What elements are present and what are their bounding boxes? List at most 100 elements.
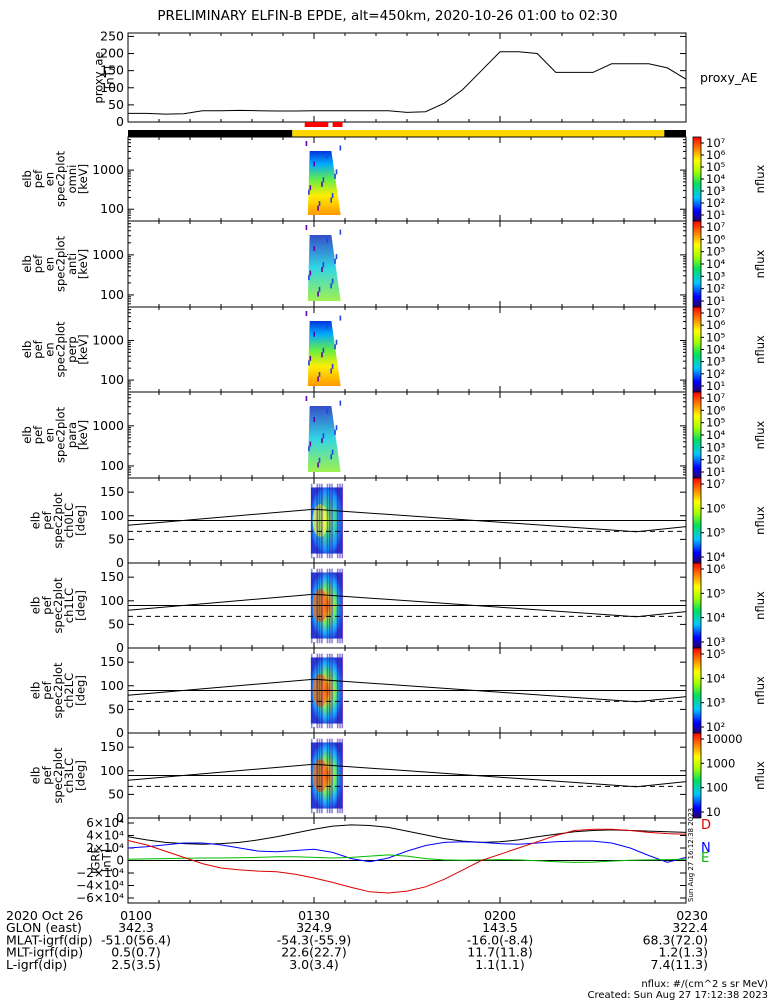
pitch-ch0LC-ytick-label: 0 (116, 555, 124, 570)
pitch-ch2LC-ytick-label: 0 (116, 725, 124, 740)
phase-marker (332, 122, 343, 127)
pitch-ch3LC-ylabel-line: ch3LC (62, 758, 76, 793)
igrf-ytick-label: 4×10⁴ (86, 829, 124, 843)
ephem-value: 0200 (484, 908, 516, 923)
pitch-ch0LC-cbar-label-text: nflux (753, 506, 767, 535)
energy-anti-speckle (309, 270, 312, 276)
ephem-value: -51.0(56.4) (101, 932, 171, 947)
proxy-ae-ytick-label: 50 (108, 97, 124, 112)
pitch-ch3LC-cbar-tick-label: 10 (706, 805, 721, 819)
pitch-ch1LC-cbar-tick-label: 10⁶ (706, 562, 726, 576)
energy-para-cbar-label: nflux (753, 420, 767, 449)
energy-perp-speckle (335, 339, 338, 345)
energy-omni-speckle (330, 197, 332, 203)
pitch-ch1LC-ylabel-line: [deg] (73, 590, 87, 621)
pitch-ch3LC-ylabel-line: elb (29, 767, 43, 785)
igrf-series-D (127, 824, 687, 845)
igrf-legend-E: E (701, 851, 709, 866)
pitch-ch1LC-cbar-label-text: nflux (753, 591, 767, 620)
energy-para-ylabel-line: para (65, 422, 79, 448)
energy-anti-speckle (318, 286, 321, 292)
energy-para-ylabel-line: pef (31, 425, 45, 444)
energy-omni-cbar-tick-label: 10² (706, 196, 725, 210)
energy-perp-ylabel-line: spec2plot (54, 321, 68, 378)
energy-anti-ytick-label: 100 (100, 287, 124, 302)
energy-perp-ylabel-line: elb (20, 341, 34, 359)
proxy-ae-line (128, 51, 687, 115)
title: PRELIMINARY ELFIN-B EPDE, alt=450km, 202… (157, 8, 618, 24)
energy-anti-cbar-tick-label: 10⁷ (706, 220, 726, 234)
ephem-value: 143.5 (482, 920, 518, 935)
pitch-ch3LC-ylabel-line: spec2plot (51, 747, 65, 804)
pitch-ch0LC-cbar-tick-label: 10⁷ (706, 477, 726, 491)
energy-anti-speckle (322, 262, 325, 268)
ephem-value: 342.3 (118, 920, 154, 935)
proxy-ae-ylabel-line: proxy_ae (91, 52, 105, 104)
pitch-ch1LC-cbar-tick-label: 10⁴ (706, 611, 726, 625)
energy-omni-speckle (322, 177, 325, 183)
pitch-ch2LC-ylabel-line: elb (29, 682, 43, 700)
footer-units: nflux: #/(cm^2 s sr MeV) (641, 979, 768, 990)
pitch-ch1LC-ytick-label: 100 (100, 593, 124, 608)
energy-para-cbar-tick-label: 10³ (706, 440, 726, 454)
energy-para-ylabel-line: elb (20, 426, 34, 444)
proxy-ae-ytick-label: 0 (116, 114, 124, 129)
energy-para-cbar-tick-label: 10⁶ (706, 403, 726, 417)
ephem-value: 322.4 (672, 920, 708, 935)
pitch-ch1LC-cbar-label: nflux (753, 591, 767, 620)
pitch-ch3LC-ytick-label: 100 (100, 763, 124, 778)
energy-perp-speckle (309, 355, 312, 361)
proxy-ae-right-label: proxy_AE (700, 70, 758, 85)
energy-perp-speckle (331, 363, 334, 369)
pitch-ch0LC-cbar-tick-label: 10⁶ (706, 501, 726, 515)
energy-anti-cbar-label-text: nflux (753, 249, 767, 278)
energy-para-speckle (308, 446, 310, 452)
energy-perp-cbar-tick-label: 10³ (706, 355, 726, 369)
ephem-value: 1.2(1.3) (658, 945, 708, 960)
ephem-value: -54.3(-55.9) (277, 932, 351, 947)
igrf-stamp-text: Sun Aug 27 16:12:38 2023 (687, 808, 695, 902)
pitch-ch0LC-colorbar (692, 477, 702, 564)
energy-omni-speckle (339, 145, 342, 151)
pitch-ch1LC-ytick-label: 150 (100, 569, 124, 584)
igrf-series-N (127, 840, 687, 863)
energy-perp-cbar-label: nflux (753, 335, 767, 364)
energy-perp-ylabel-line: perp (65, 336, 79, 362)
energy-para-cbar-tick-label: 10⁷ (706, 391, 726, 405)
ephem-value: 7.4(11.3) (651, 957, 708, 972)
energy-anti-speckle (339, 229, 342, 235)
energy-perp-spectrogram (307, 321, 341, 386)
energy-omni-speckle (313, 161, 315, 167)
energy-para-speckle (331, 449, 334, 455)
energy-anti-ylabel-line: elb (20, 255, 34, 273)
energy-omni-speckle (331, 193, 334, 199)
energy-omni-ytick-label: 1000 (92, 162, 124, 177)
energy-omni-spectrogram (307, 151, 341, 215)
pitch-ch3LC-cbar-tick-label: 1000 (706, 756, 735, 770)
energy-para-speckle (339, 400, 342, 406)
energy-anti-frame (127, 220, 687, 308)
energy-omni-cbar-label-text: nflux (753, 164, 767, 193)
ephem-label: 2020 Oct 26 (6, 908, 83, 923)
pitch-ch0LC-ylabel-line: [deg] (73, 505, 87, 536)
pitch-ch3LC-cbar-tick-label: 10000 (706, 732, 743, 746)
pitch-ch2LC-ytick-label: 150 (100, 654, 124, 669)
ephem-value: 22.6(22.7) (281, 945, 346, 960)
energy-perp-speckle (317, 376, 319, 382)
energy-para-cbar-tick-label: 10⁵ (706, 416, 726, 430)
energy-omni-speckle (308, 189, 310, 195)
pitch-ch1LC-losscone-line (127, 593, 687, 618)
energy-para-speckle (330, 454, 332, 460)
energy-perp-speckle (308, 360, 310, 366)
energy-omni-frame (127, 136, 687, 222)
pitch-ch2LC-cbar-label-text: nflux (753, 676, 767, 705)
pitch-ch0LC-losscone-line (127, 508, 687, 533)
energy-perp-speckle (305, 311, 308, 316)
pitch-ch0LC-ylabel-line: elb (29, 512, 43, 530)
pitch-ch2LC-cbar-label: nflux (753, 676, 767, 705)
pitch-ch3LC-losscone-line (127, 763, 687, 788)
igrf-ylabel: IGRF[nT] (88, 847, 113, 874)
